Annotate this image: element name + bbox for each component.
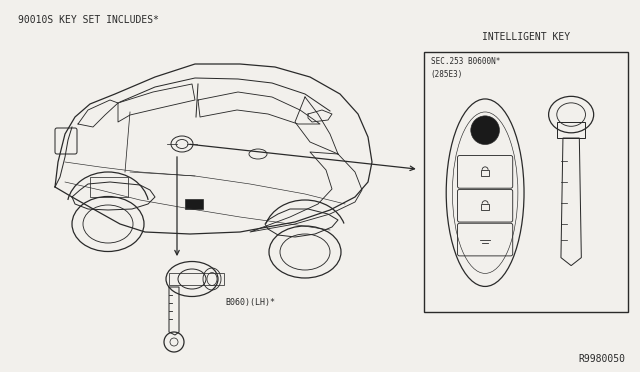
Bar <box>481 170 489 176</box>
Circle shape <box>471 116 499 145</box>
Bar <box>90 177 128 197</box>
Bar <box>557 122 586 138</box>
Text: INTELLIGENT KEY: INTELLIGENT KEY <box>482 32 570 42</box>
Bar <box>169 273 224 285</box>
Bar <box>481 204 489 210</box>
Bar <box>185 199 203 209</box>
Bar <box>424 52 628 312</box>
Text: B060)(LH)*: B060)(LH)* <box>225 298 275 307</box>
Text: R9980050: R9980050 <box>578 354 625 364</box>
Text: 90010S KEY SET INCLUDES*: 90010S KEY SET INCLUDES* <box>18 15 159 25</box>
Text: (285E3): (285E3) <box>431 70 463 79</box>
Text: SEC.253 B0600N*: SEC.253 B0600N* <box>431 57 500 66</box>
